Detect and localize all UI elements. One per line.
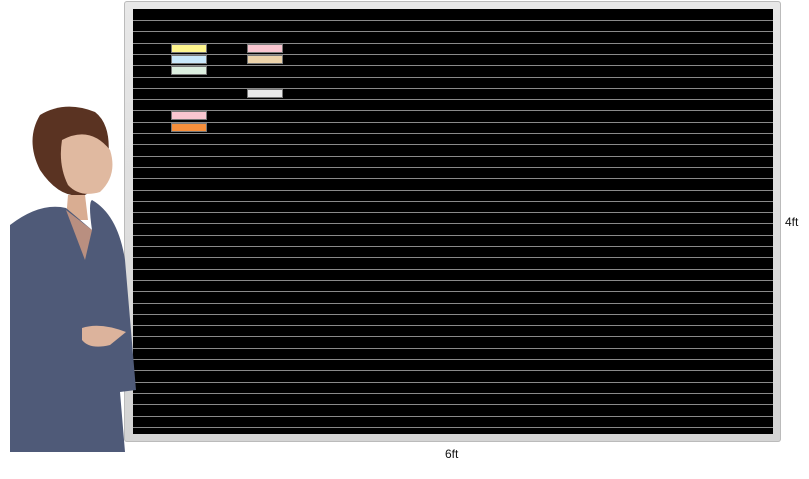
ruled-line <box>133 223 773 225</box>
ruled-line <box>133 155 773 157</box>
ruled-line <box>133 110 773 112</box>
ruled-line <box>133 336 773 338</box>
ruled-line <box>133 189 773 191</box>
ruled-line <box>133 246 773 247</box>
ruled-line <box>133 166 773 168</box>
ruled-line <box>133 268 773 270</box>
ruled-line <box>133 87 773 89</box>
ruled-board <box>133 9 773 434</box>
ruled-line <box>133 291 773 293</box>
ruled-line <box>133 325 773 327</box>
ruled-line <box>133 392 773 394</box>
ruled-line <box>133 381 773 383</box>
ruled-line <box>133 99 773 101</box>
ruled-line <box>133 76 773 78</box>
ruled-line <box>133 133 773 134</box>
ruled-line <box>133 302 773 304</box>
magnetic-card[interactable] <box>247 54 283 64</box>
height-label: 4ft <box>785 215 799 229</box>
ruled-line <box>133 234 773 236</box>
ruled-line <box>133 20 773 21</box>
ruled-line <box>133 178 773 180</box>
magnetic-card[interactable] <box>247 88 283 98</box>
ruled-line <box>133 347 773 349</box>
magnetic-card[interactable] <box>247 43 283 53</box>
ruled-line <box>133 212 773 214</box>
presenter-woman-image <box>10 106 136 452</box>
ruled-line <box>133 121 773 123</box>
ruled-line <box>133 359 773 360</box>
ruled-line <box>133 200 773 202</box>
ruled-line <box>133 42 773 44</box>
ruled-line <box>133 144 773 146</box>
magnetic-card[interactable] <box>171 43 207 53</box>
magnetic-card[interactable] <box>171 66 207 76</box>
ruled-line <box>133 426 773 428</box>
ruled-line <box>133 404 773 406</box>
ruled-line <box>133 313 773 315</box>
ruled-line <box>133 31 773 33</box>
ruled-line <box>133 415 773 417</box>
ruled-line <box>133 279 773 281</box>
magnetic-card[interactable] <box>171 122 207 132</box>
ruled-line <box>133 370 773 372</box>
width-label: 6ft <box>445 447 459 461</box>
magnetic-card[interactable] <box>171 111 207 121</box>
ruled-line <box>133 257 773 259</box>
ruled-line <box>133 53 773 55</box>
magnetic-card[interactable] <box>171 54 207 64</box>
ruled-line <box>133 65 773 67</box>
